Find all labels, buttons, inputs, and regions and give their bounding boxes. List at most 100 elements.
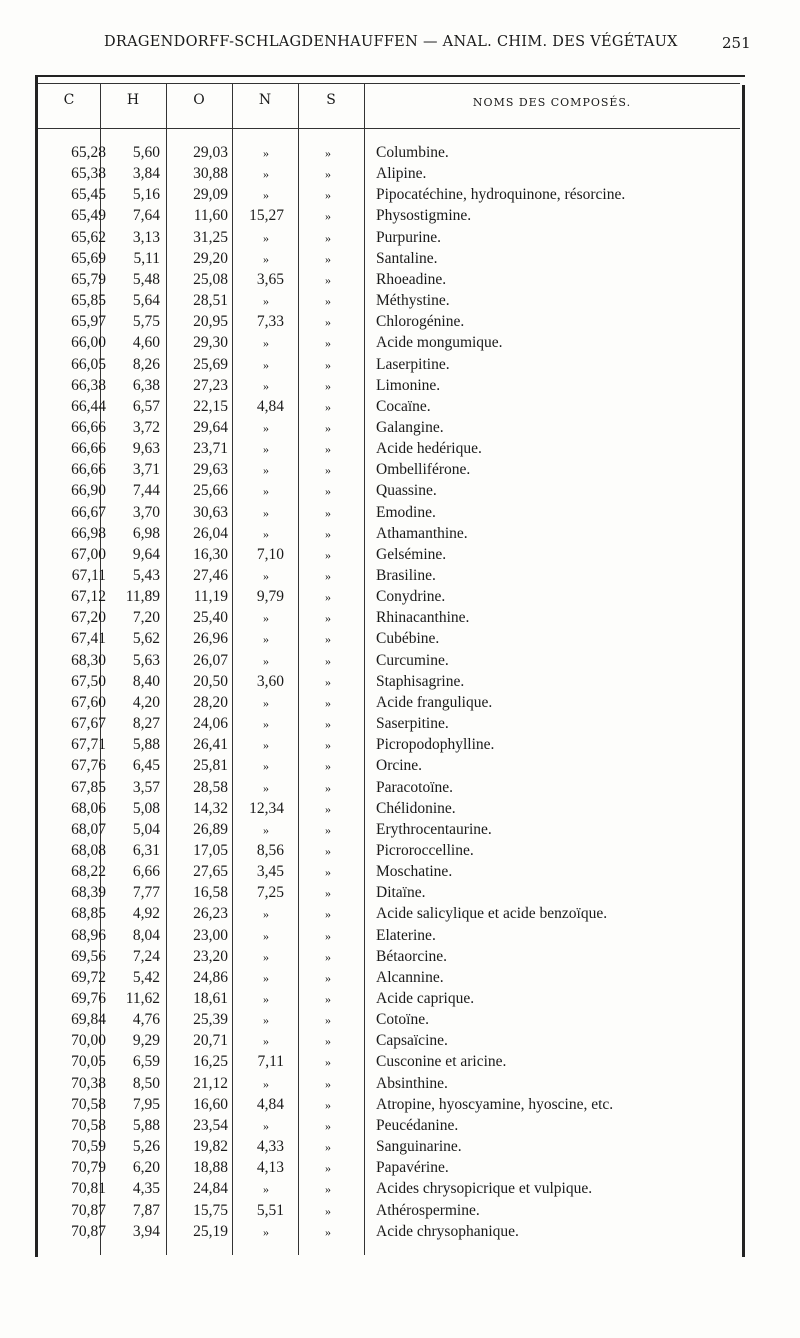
- cell-compound-name: Rhinacanthine.: [376, 609, 470, 627]
- table-row: 67,11 5,43 27,46 » » Brasiline.: [0, 567, 800, 588]
- table-row: 65,49 7,64 11,60 15,27 » Physostigmine.: [0, 207, 800, 228]
- table-row: 68,30 5,63 26,07 » » Curcumine.: [0, 652, 800, 673]
- cell-c: 67,11: [71, 567, 106, 584]
- cell-c: 66,90: [71, 482, 106, 500]
- cell-n: »: [263, 1224, 269, 1239]
- cell-n: »: [263, 167, 269, 182]
- table-row: 70,38 8,50 21,12 » » Absinthine.: [0, 1075, 800, 1096]
- cell-o: 16,58: [193, 884, 228, 902]
- table-row: 67,71 5,88 26,41 » » Picropodophylline.: [0, 736, 800, 757]
- cell-n: »: [263, 907, 269, 922]
- cell-n: »: [263, 1118, 269, 1133]
- cell-s: »: [325, 272, 331, 287]
- table-row: 66,66 3,71 29,63 » » Ombelliférone.: [0, 461, 800, 482]
- cell-compound-name: Absinthine.: [376, 1074, 448, 1092]
- cell-n: »: [263, 463, 269, 478]
- cell-s: »: [325, 1182, 331, 1197]
- cell-compound-name: Limonine.: [376, 376, 441, 394]
- cell-c: 66,98: [71, 524, 106, 542]
- cell-n: »: [263, 695, 269, 710]
- cell-c: 66,00: [71, 334, 106, 352]
- cell-o: 29,20: [193, 249, 228, 267]
- cell-o: 26,96: [193, 630, 228, 648]
- table-row: 70,00 9,29 20,71 » » Capsaïcine.: [0, 1032, 800, 1053]
- cell-o: 25,08: [193, 270, 228, 288]
- cell-compound-name: Ombelliférone.: [376, 461, 471, 479]
- cell-o: 14,32: [193, 799, 228, 817]
- cell-n: 7,11: [257, 1053, 284, 1071]
- cell-h: 3,71: [132, 461, 160, 479]
- cell-o: 28,58: [193, 778, 228, 796]
- cell-n: »: [263, 378, 269, 393]
- table-row: 65,97 5,75 20,95 7,33 » Chlorogénine.: [0, 313, 800, 334]
- table-row: 66,66 9,63 23,71 » » Acide hedérique.: [0, 440, 800, 461]
- column-divider: [298, 83, 299, 1255]
- cell-n: »: [263, 188, 269, 203]
- cell-n: »: [263, 420, 269, 435]
- table-row: 67,60 4,20 28,20 » » Acide frangulique.: [0, 694, 800, 715]
- cell-n: 9,79: [256, 588, 284, 606]
- cell-compound-name: Conydrine.: [376, 588, 446, 606]
- cell-c: 68,85: [71, 905, 106, 923]
- cell-o: 25,40: [193, 609, 228, 627]
- cell-o: 26,04: [193, 524, 228, 542]
- cell-n: »: [263, 717, 269, 732]
- cell-o: 23,54: [193, 1116, 228, 1134]
- cell-h: 9,63: [132, 440, 160, 458]
- cell-c: 70,58: [71, 1116, 106, 1134]
- cell-h: 5,11: [133, 249, 160, 267]
- cell-c: 68,96: [71, 926, 106, 944]
- cell-o: 29,63: [193, 461, 228, 479]
- table-row: 66,90 7,44 25,66 » » Quassine.: [0, 482, 800, 503]
- cell-s: »: [325, 949, 331, 964]
- cell-h: 6,59: [132, 1053, 160, 1071]
- cell-c: 68,06: [71, 799, 106, 817]
- cell-h: 9,29: [132, 1032, 160, 1050]
- column-divider: [100, 83, 101, 1255]
- cell-s: »: [325, 526, 331, 541]
- cell-h: 5,88: [132, 1116, 160, 1134]
- cell-c: 65,69: [71, 249, 106, 267]
- table-row: 70,58 5,88 23,54 » » Peucédanine.: [0, 1117, 800, 1138]
- cell-h: 8,04: [132, 926, 160, 944]
- cell-s: »: [325, 1140, 331, 1155]
- cell-n: 3,60: [256, 672, 284, 690]
- cell-c: 69,72: [71, 968, 106, 986]
- cell-c: 67,00: [71, 545, 106, 563]
- cell-s: »: [325, 886, 331, 901]
- cell-compound-name: Rhoeadine.: [376, 270, 447, 288]
- column-divider: [232, 83, 233, 1255]
- cell-c: 67,50: [71, 672, 106, 690]
- cell-s: »: [325, 146, 331, 160]
- cell-c: 69,76: [71, 990, 106, 1007]
- cell-s: »: [325, 1076, 331, 1091]
- table-row: 65,69 5,11 29,20 » » Santaline.: [0, 250, 800, 271]
- cell-c: 70,38: [71, 1074, 106, 1092]
- cell-o: 17,05: [193, 841, 228, 859]
- cell-compound-name: Acide caprique.: [376, 990, 475, 1007]
- cell-compound-name: Acide salicylique et acide benzoïque.: [376, 905, 608, 923]
- cell-compound-name: Pipocatéchine, hydroquinone, résorcine.: [376, 186, 626, 204]
- cell-o: 20,71: [193, 1032, 228, 1050]
- cell-o: 16,30: [193, 545, 228, 563]
- cell-o: 25,69: [193, 355, 228, 373]
- cell-n: »: [263, 357, 269, 372]
- cell-s: »: [325, 463, 331, 478]
- cell-n: »: [263, 1013, 269, 1028]
- column-header-n: N: [258, 92, 272, 108]
- table-row: 65,28 5,60 29,03 » » Columbine.: [0, 144, 800, 165]
- cell-c: 67,67: [71, 715, 106, 733]
- header-rule: [38, 128, 740, 129]
- cell-o: 26,23: [193, 905, 228, 923]
- cell-o: 28,20: [193, 693, 228, 711]
- cell-s: »: [325, 907, 331, 922]
- cell-o: 11,19: [193, 588, 228, 606]
- table-row: 68,96 8,04 23,00 » » Elaterine.: [0, 927, 800, 948]
- cell-h: 7,95: [132, 1095, 160, 1113]
- cell-n: »: [263, 780, 269, 795]
- cell-compound-name: Acide hedérique.: [376, 440, 482, 458]
- table-row: 68,07 5,04 26,89 » » Erythrocentaurine.: [0, 821, 800, 842]
- cell-c: 70,58: [71, 1095, 106, 1113]
- table-row: 66,38 6,38 27,23 » » Limonine.: [0, 377, 800, 398]
- cell-n: 7,10: [256, 545, 284, 563]
